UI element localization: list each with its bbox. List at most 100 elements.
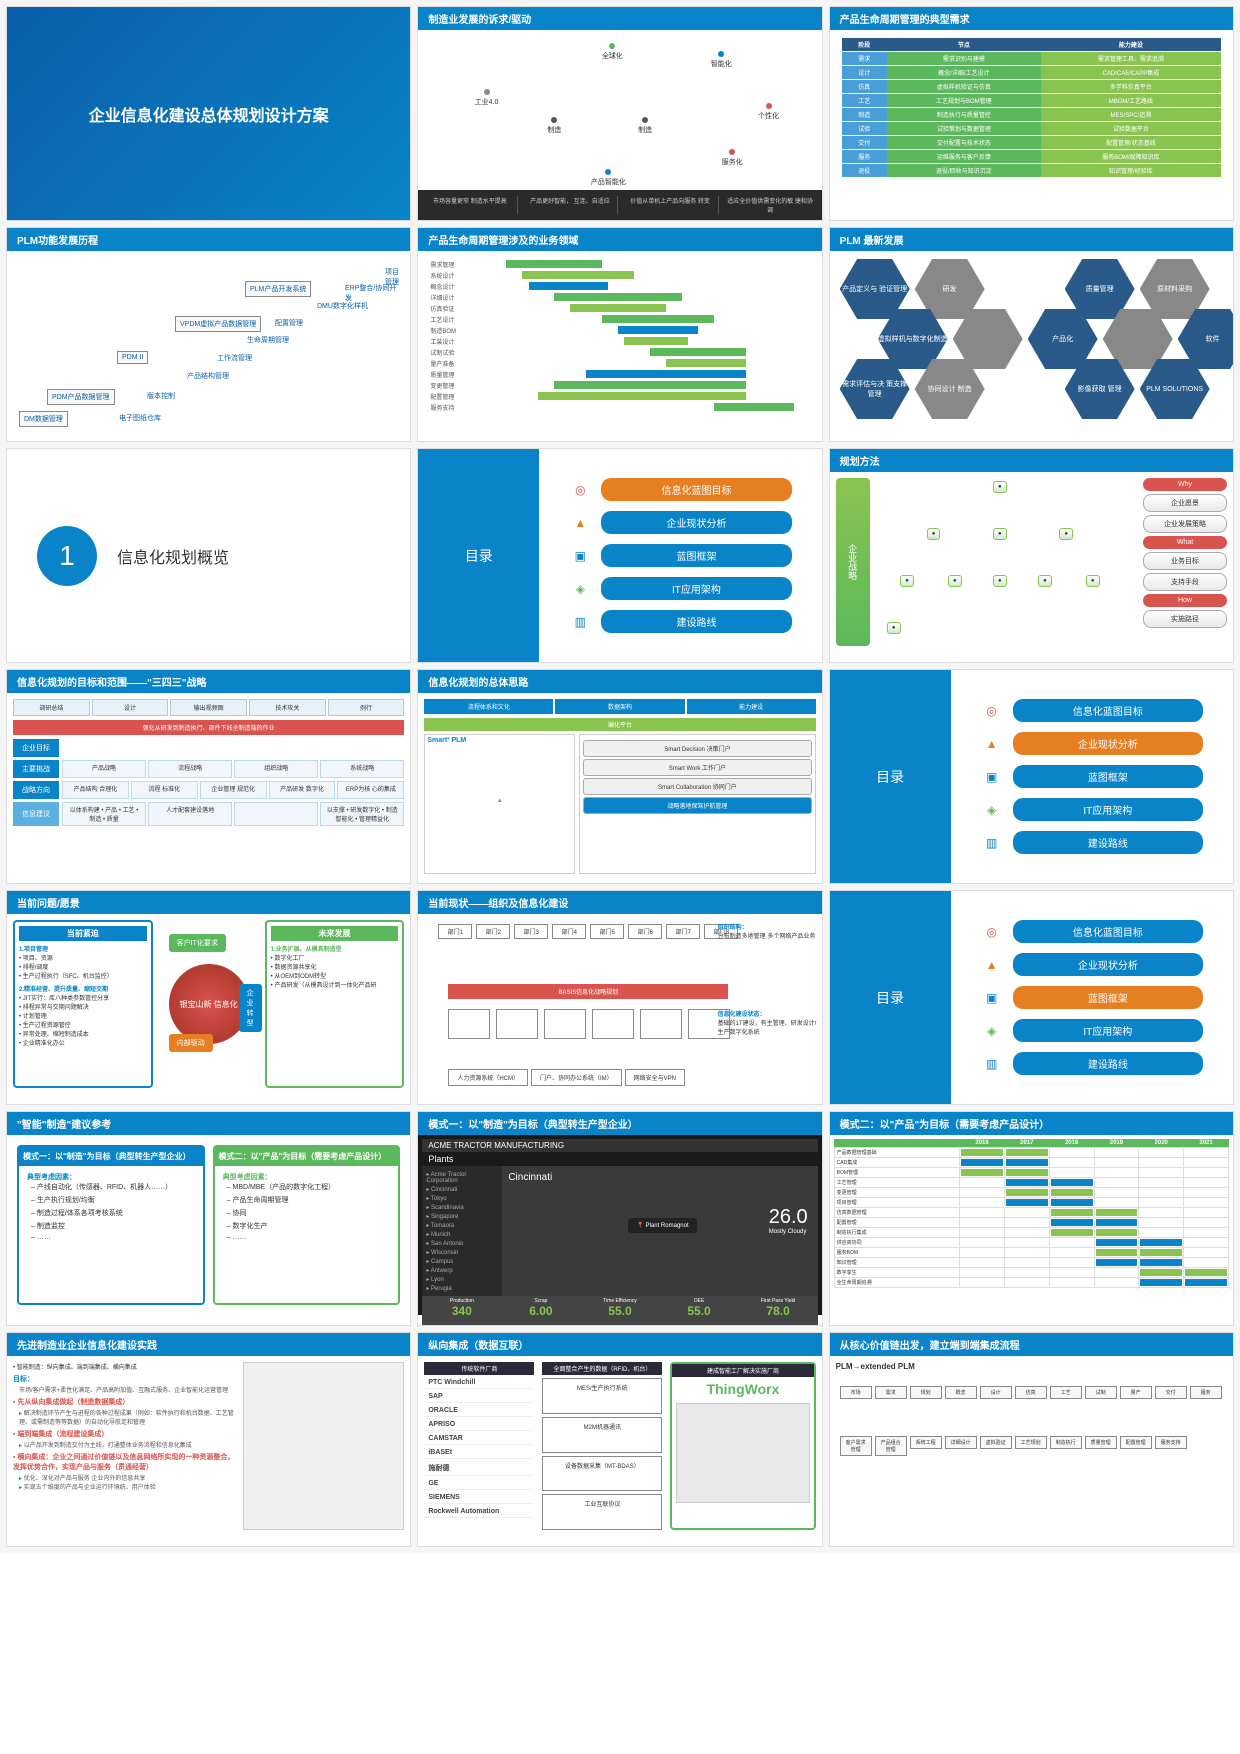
toc-item[interactable]: ◎信息化蓝图目标 xyxy=(981,920,1203,943)
slide-10-header: 信息化规划的目标和范围——"三四三"战略 xyxy=(7,670,410,693)
toc-item[interactable]: ▲企业现状分析 xyxy=(569,511,791,534)
list-item: • 项目、资源 xyxy=(19,953,147,962)
plant-item[interactable]: ▸ Singapore xyxy=(426,1212,498,1221)
slide-17-header: 模式一：以"制造"为目标（典型转生产型企业） xyxy=(418,1112,821,1135)
model-1: 模式一：以"制造"为目标（典型转生产型企业）典型考虑因素：产线自动化（传感器、R… xyxy=(17,1145,205,1305)
toc-list: ◎信息化蓝图目标 ▲企业现状分析 ▣蓝图框架 ◈IT应用架构 ▥ 建设路线 xyxy=(951,670,1233,883)
portal-box: Smart Collaboration 协同门户 xyxy=(583,778,812,795)
strat-cell: 产品研发 数字化 xyxy=(269,781,336,799)
plant-item[interactable]: ▸ Munich xyxy=(426,1230,498,1239)
strat-cell: 组织战略 xyxy=(234,760,318,778)
toc-item[interactable]: ▥ 建设路线 xyxy=(981,831,1203,854)
vendor-logo: ORACLE xyxy=(424,1405,534,1417)
plant-item[interactable]: ▸ Tokyo xyxy=(426,1194,498,1203)
plant-item[interactable]: ▸ San Antonio xyxy=(426,1239,498,1248)
lifecycle-gantt: 需求管理系统设计概念设计详细设计仿真验证工艺设计制造BOM工装设计试制试验量产准… xyxy=(418,251,821,431)
toc-item[interactable]: ▥建设路线 xyxy=(981,1052,1203,1075)
gantt-row: 变更管理 xyxy=(430,380,809,390)
plan-button: 业务目标 xyxy=(1143,552,1227,570)
toc-item-label: 信息化蓝图目标 xyxy=(601,478,791,501)
plant-item[interactable]: ▸ Antwerp xyxy=(426,1266,498,1275)
list-item: • 排程异常与交期问题解决 xyxy=(19,1002,147,1011)
year-header: 2018 xyxy=(1049,1139,1094,1148)
gantt-row: 仿真验证 xyxy=(430,303,809,313)
strat-row-tag: 信息建议 xyxy=(13,802,59,826)
plant-marker[interactable]: 📍 Plant Romagnot xyxy=(628,1218,696,1233)
toc-label: 目录 xyxy=(830,891,951,1104)
strat-top-cell: 调研总结 xyxy=(13,699,90,716)
toc-item[interactable]: ◎ 信息化蓝图目标 xyxy=(569,478,791,501)
org-bottom-box: 门户、协同办公系统（IM） xyxy=(531,1069,622,1086)
plant-item[interactable]: ▸ Cincinnati xyxy=(426,1185,498,1194)
vchain-box: 量产 xyxy=(1120,1386,1152,1399)
toc-icon: ▥ xyxy=(981,832,1003,854)
vchain-box: 系统工程 xyxy=(910,1436,942,1449)
slide-3-header: 产品生命周期管理的典型需求 xyxy=(830,7,1233,30)
gantt-row: 详细设计 xyxy=(430,292,809,302)
org-box: 部门1 xyxy=(438,924,472,939)
table-row: 仿真虚拟样机验证与仿真多学科仿真平台 xyxy=(842,80,1221,94)
plant-item[interactable]: ▸ Wisconsin xyxy=(426,1248,498,1257)
network-node: 制造 xyxy=(547,117,561,135)
list-item: 优化、深化对产品与服务 企业内外的信息共享 xyxy=(19,1473,237,1482)
toc-icon: ▲ xyxy=(981,733,1003,755)
toc-item[interactable]: ◈IT应用架构 xyxy=(981,798,1203,821)
plant-item[interactable]: ▸ Scandinavia xyxy=(426,1203,498,1212)
strat-cell: 系统战略 xyxy=(320,760,404,778)
toc-item[interactable]: ◈IT应用架构 xyxy=(569,577,791,600)
plant-item[interactable]: ▸ Campus xyxy=(426,1257,498,1266)
stair-label: 电子图纸仓库 xyxy=(119,413,161,423)
toc-item[interactable]: ▲企业现状分析 xyxy=(981,953,1203,976)
vendor-logo: Rockwell Automation xyxy=(424,1506,534,1518)
toc-item[interactable]: ▣蓝图框架 xyxy=(981,986,1203,1009)
stair-label: 项目管理 xyxy=(385,267,400,287)
slide-8-toc: 目录 ◎信息化蓝图目标▲企业现状分析▣蓝图框架◈IT应用架构▥建设路线 xyxy=(417,448,822,663)
list-item: • 从OEM到ODM转型 xyxy=(271,971,399,980)
toc-item[interactable]: ◎信息化蓝图目标 xyxy=(981,699,1203,722)
vchain-box: 质量管理 xyxy=(1085,1436,1117,1449)
vchain-box: 客户需求管理 xyxy=(840,1436,872,1456)
staircase-diagram: DM数据管理电子图纸仓库PDM产品数据管理版本控制产品结构管理PDM II工作流… xyxy=(17,261,400,441)
toc-icon: ◎ xyxy=(569,479,591,501)
vchain-box: 概念 xyxy=(945,1386,977,1399)
app-title: ACME TRACTOR MANUFACTURING xyxy=(422,1139,817,1152)
strat-row-tag: 战略方向 xyxy=(13,781,59,799)
list-item: • 产品研发（从模具设计到一体化产品研 xyxy=(271,980,399,989)
plant-item[interactable]: ▸ Tomaora xyxy=(426,1221,498,1230)
slide-9: 规划方法 企业战略 ●●●●●●●●●● Why企业愿景企业发展策略What业务… xyxy=(829,448,1234,663)
strat-cell: 产品战略 xyxy=(62,760,146,778)
plant-item[interactable]: ▸ Perugia xyxy=(426,1284,498,1293)
list-item: 实现五个维度的产品与企业运行环境统、用户体验 xyxy=(19,1482,237,1491)
table-header: 能力建设 xyxy=(1041,38,1221,52)
roadmap-gantt: 201620172018201920202021产品数据管理基础CAD集成BOM… xyxy=(830,1135,1233,1292)
toc-item-label: 建设路线 xyxy=(1013,831,1203,854)
toc-label: 目录 xyxy=(830,670,951,883)
slide-11-header: 信息化规划的总体思路 xyxy=(418,670,821,693)
vendor-logo: CAMSTAR xyxy=(424,1433,534,1445)
gantt-row: 概念设计 xyxy=(430,281,809,291)
hexagon-grid: 产品定义与 验证管理研发质量管理原材料采购虚拟样机与数字化制造产品化软件需求评估… xyxy=(830,251,1233,431)
plant-item[interactable]: ▸ Acme Tractor Corporation xyxy=(426,1170,498,1185)
slide-7-section: 1 信息化规划概览 xyxy=(6,448,411,663)
stair-label: 工作流管理 xyxy=(217,353,252,363)
org-box: 部门3 xyxy=(514,924,548,939)
toc-item[interactable]: ▲企业现状分析 xyxy=(981,732,1203,755)
toc-item[interactable]: ▣蓝图框架 xyxy=(569,544,791,567)
gantt-row: 试制试验 xyxy=(430,347,809,357)
list-item: • 生产过程执行（SFC、机台监控） xyxy=(19,971,147,980)
network-node: 智能化 xyxy=(711,51,732,69)
gantt-row: 工装设计 xyxy=(430,336,809,346)
slide-3: 产品生命周期管理的典型需求 阶段节点能力建设需求需求识别与建模需求管理工具、需求… xyxy=(829,6,1234,221)
tree-node: ● xyxy=(993,575,1007,587)
toc-item[interactable]: ▣蓝图框架 xyxy=(981,765,1203,788)
gantt-row: 质量管理 xyxy=(430,369,809,379)
toc-item-label: 企业现状分析 xyxy=(1013,953,1203,976)
slide-2-header: 制造业发展的诉求/驱动 xyxy=(418,7,821,30)
plant-item[interactable]: ▸ Lyon xyxy=(426,1275,498,1284)
org-bottom-box: 人力资源系统（HCM） xyxy=(448,1069,528,1086)
think-left: Smart³ PLM▲ xyxy=(424,734,575,874)
tree-node: ● xyxy=(900,575,914,587)
slide-16: "智能"制造"建议参考 模式一：以"制造"为目标（典型转生产型企业）典型考虑因素… xyxy=(6,1111,411,1326)
toc-item[interactable]: ◈IT应用架构 xyxy=(981,1019,1203,1042)
toc-item[interactable]: ▥建设路线 xyxy=(569,610,791,633)
